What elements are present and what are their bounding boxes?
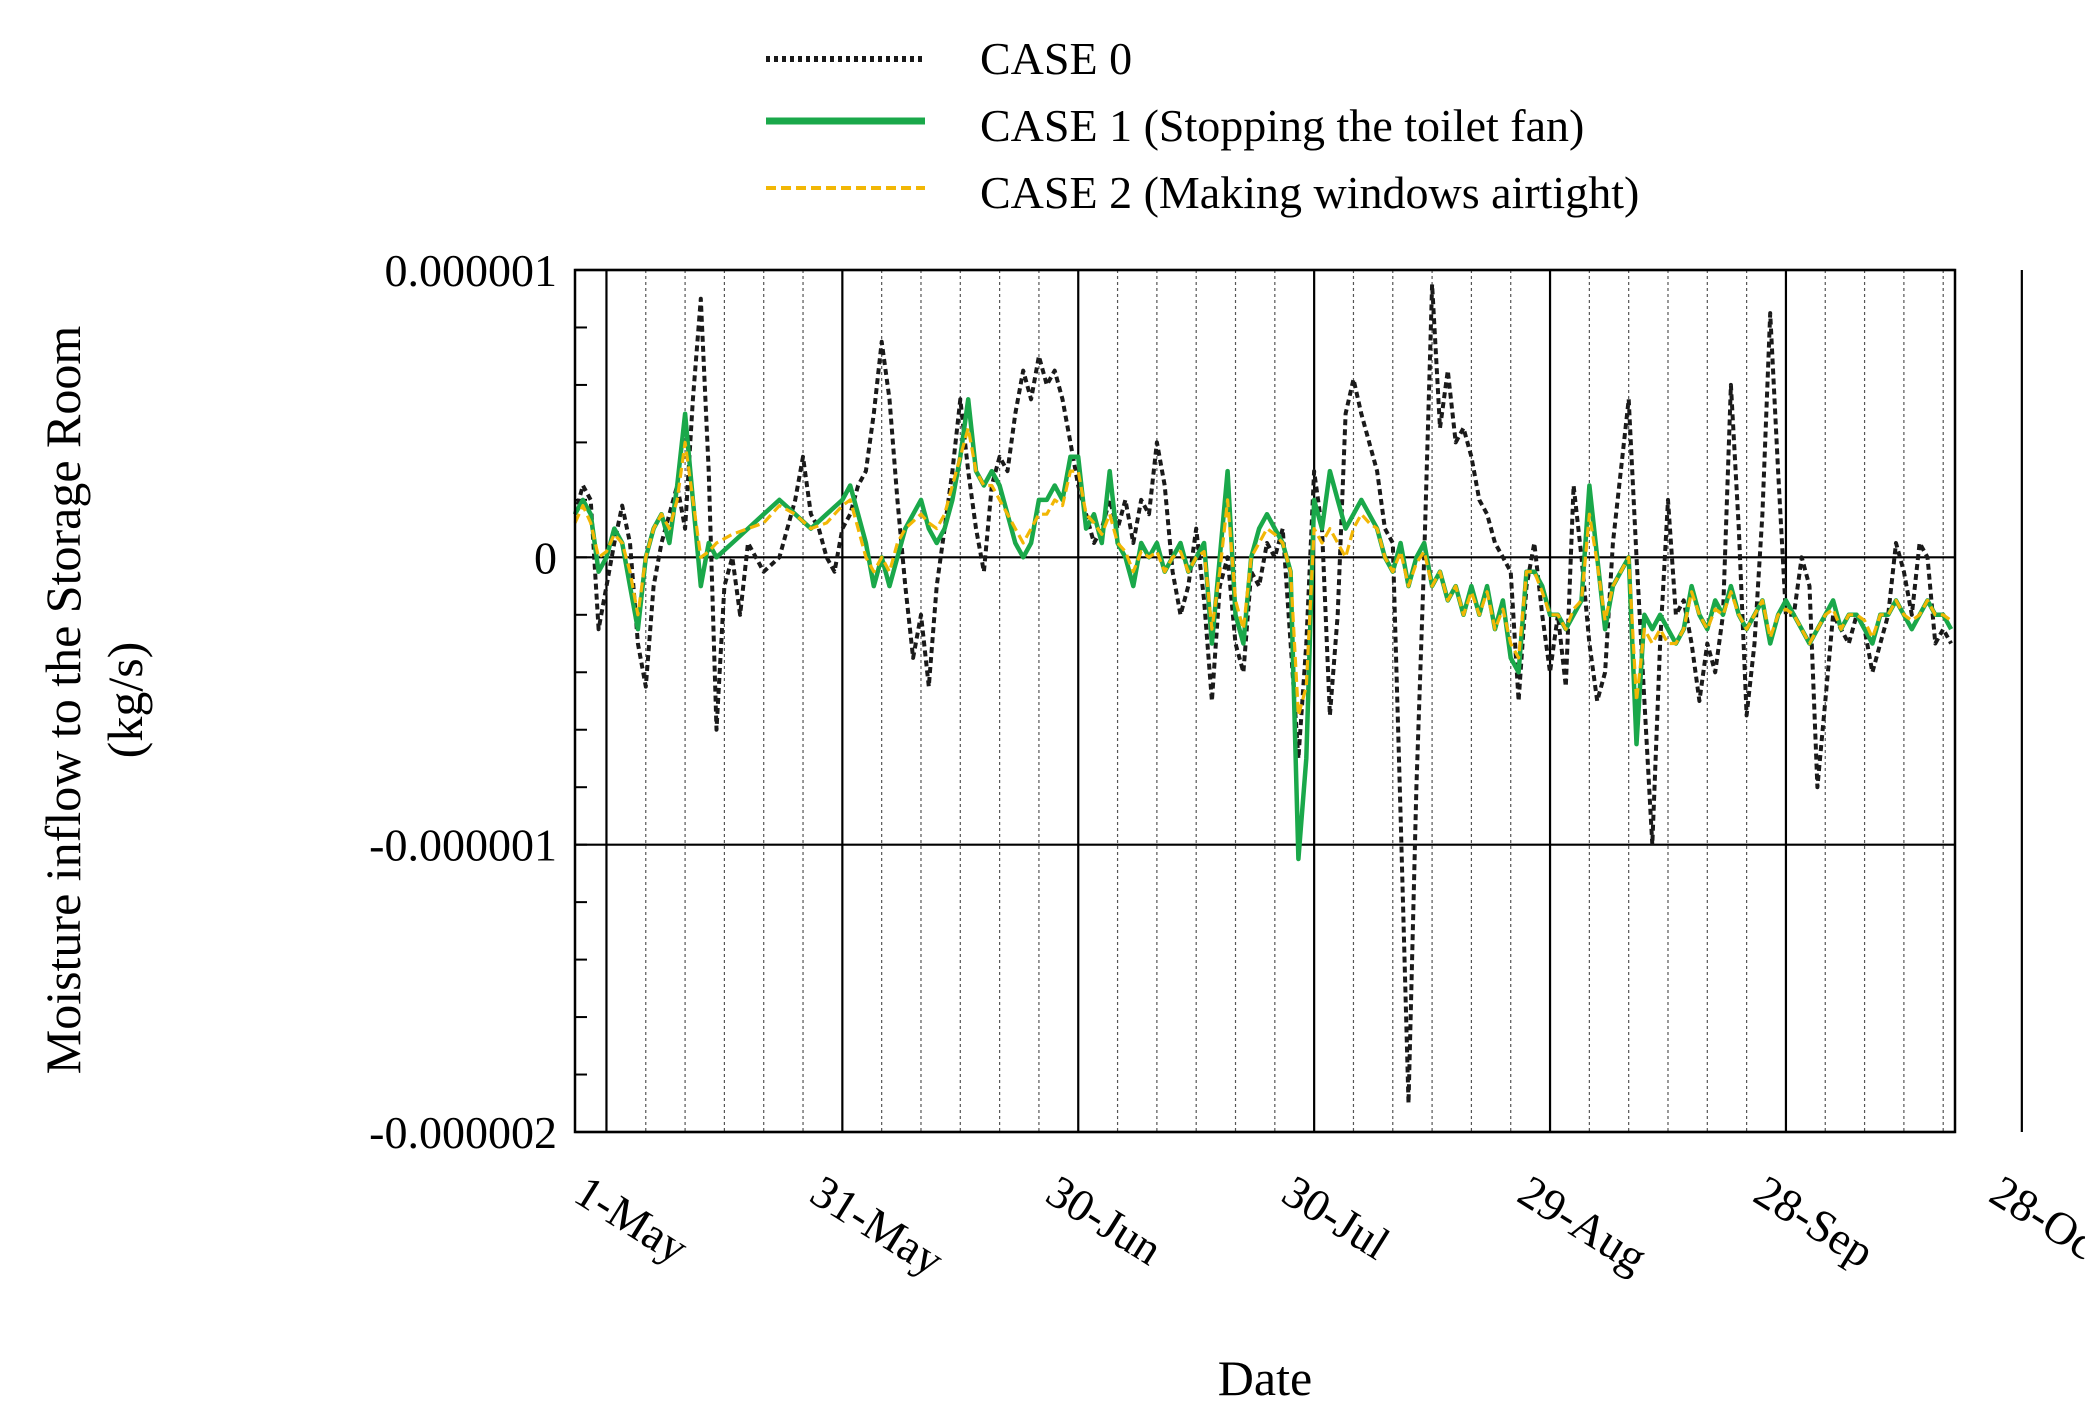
x-tick-label: 28-Oct — [1982, 1165, 2085, 1276]
x-axis-tick-labels: 1-May 31-May 30-Jun 30-Jul 29-Aug 28-Sep 28-Oc… — [566, 1165, 2085, 1285]
legend-label-case2: CASE 2 (Making windows airtight) — [980, 167, 1639, 218]
y-axis-ticks — [575, 269, 587, 1133]
plot-frame — [573, 268, 1957, 1134]
major-gridlines — [575, 268, 2023, 1134]
series-line-0 — [573, 282, 1953, 1106]
x-tick-label: 1-May — [566, 1165, 697, 1273]
series-layer — [573, 282, 1954, 1106]
series-line-2 — [573, 426, 1953, 718]
plot-area — [573, 268, 2023, 1134]
legend-item-case0: CASE 0 — [766, 33, 1132, 84]
y-axis-tick-labels: 0.000001 0 -0.000001 -0.000002 — [369, 245, 557, 1158]
series-line-1 — [573, 397, 1954, 862]
x-tick-label: 29-Aug — [1510, 1165, 1656, 1283]
x-tick-label: 31-May — [802, 1165, 953, 1285]
x-tick-label: 28-Sep — [1746, 1165, 1884, 1277]
legend-item-case1: CASE 1 (Stopping the toilet fan) — [766, 100, 1584, 151]
legend-label-case1: CASE 1 (Stopping the toilet fan) — [980, 100, 1584, 151]
y-axis-title-line2: (kg/s) — [97, 642, 153, 759]
y-tick-label: -0.000001 — [369, 820, 557, 871]
y-tick-label: -0.000002 — [369, 1107, 557, 1158]
y-tick-label: 0 — [534, 532, 557, 583]
y-axis-title-line1: Moisture inflow to the Storage Room — [35, 326, 91, 1075]
x-tick-label: 30-Jun — [1038, 1165, 1171, 1275]
legend-item-case2: CASE 2 (Making windows airtight) — [766, 167, 1639, 218]
y-tick-label: 0.000001 — [385, 245, 558, 296]
x-tick-label: 30-Jul — [1274, 1165, 1399, 1269]
x-axis-title: Date — [1218, 1350, 1312, 1406]
legend-label-case0: CASE 0 — [980, 33, 1132, 84]
y-axis-title: Moisture inflow to the Storage Room (kg/… — [35, 326, 153, 1075]
legend: CASE 0 CASE 1 (Stopping the toilet fan) … — [766, 33, 1639, 218]
